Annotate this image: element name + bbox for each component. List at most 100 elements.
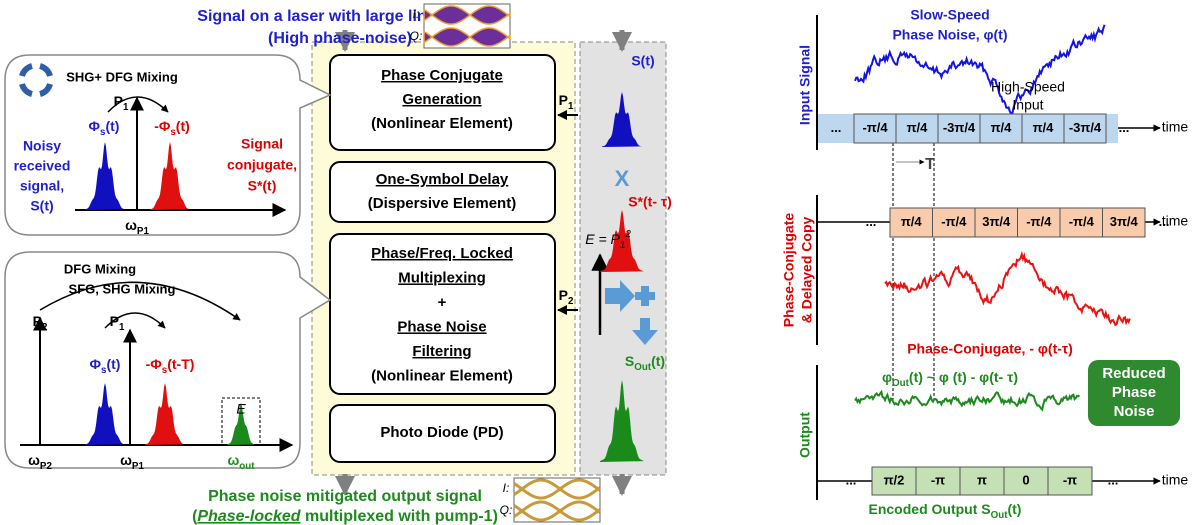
label-part: Phase-locked — [197, 508, 301, 525]
label-part: (t) — [1007, 501, 1021, 517]
encoded-label: Encoded Output SOut(t) — [869, 501, 1022, 521]
label-part: S — [625, 353, 634, 369]
label-part: 1 — [123, 102, 129, 113]
block-text: Phase/Freq. Locked — [371, 245, 513, 262]
block-text: (Nonlinear Element) — [371, 367, 513, 384]
symbol-label: 3π/4 — [1110, 214, 1139, 229]
symbol-label: 0 — [1022, 472, 1029, 487]
symbol-label: -3π/4 — [1069, 120, 1102, 135]
mixing-label: SFG, SHG Mixing — [69, 281, 176, 296]
label-part: 1 — [568, 101, 574, 112]
badge-text: Phase — [1112, 384, 1156, 401]
eye-label: I: — [413, 7, 420, 21]
symbol-label: ... — [846, 472, 857, 487]
process-label: S*(t- τ) — [628, 194, 672, 210]
label-part: ω — [28, 452, 40, 468]
eye-label: Q: — [500, 503, 513, 517]
axis-label: Phase-Conjugate — [781, 213, 797, 328]
time-label: time — [1162, 472, 1189, 488]
speed-label: Input — [1012, 97, 1043, 113]
symbol-label: ... — [1119, 120, 1130, 135]
label-part: P2 — [40, 461, 53, 472]
badge-text: Reduced — [1102, 365, 1165, 382]
block-text: (Dispersive Element) — [368, 195, 516, 212]
e-label: E — [236, 401, 246, 417]
label-part: multiplexed with pump-1) — [301, 508, 498, 525]
label-part: 1 — [620, 240, 625, 251]
label-part: Φ — [90, 356, 102, 372]
label-part: Φ — [89, 118, 101, 134]
symbol-label: -π — [1063, 472, 1077, 487]
formula: φOut(t) ~ φ (t) - φ(t- τ) — [882, 369, 1018, 389]
label-part: ω — [120, 452, 132, 468]
label-part: P1 — [137, 226, 150, 237]
label-part: P — [114, 93, 123, 109]
label-part: (t) — [651, 353, 665, 369]
label-part: E = P — [585, 231, 620, 247]
period-label: T — [925, 156, 935, 173]
label-part: 1 — [119, 322, 125, 333]
label-part: P — [559, 92, 568, 108]
signal-text: received — [14, 158, 71, 174]
axis-label: Input Signal — [797, 45, 813, 125]
label-part: Out — [634, 362, 652, 373]
badge-text: Noise — [1114, 403, 1155, 420]
label-part: -Φ — [154, 118, 171, 134]
conjugate-text: S*(t) — [248, 178, 277, 194]
block-text: Generation — [402, 91, 481, 108]
label-part: (t-T) — [167, 356, 194, 372]
symbol-label: π/2 — [884, 472, 905, 487]
block-text: Multiplexing — [398, 269, 486, 286]
label-part: 2 — [568, 296, 574, 307]
axis-label: & Delayed Copy — [799, 216, 815, 323]
label-part: P — [110, 313, 119, 329]
symbol-label: π/4 — [901, 214, 923, 229]
speed-label: High-Speed — [991, 79, 1065, 95]
label-part: Out — [892, 378, 910, 389]
symbol-label: π/4 — [991, 120, 1013, 135]
label-part: P — [33, 313, 42, 329]
diagram: Signal on a laser with large line-width(… — [0, 0, 1192, 525]
block-text: Filtering — [412, 343, 471, 360]
header-title: (High phase-noise) — [268, 30, 412, 47]
conjugate-text: conjugate, — [227, 157, 297, 173]
noise-label: Phase Noise, φ(t) — [892, 27, 1007, 43]
label-part: (t) ~ φ (t) - φ(t- τ) — [909, 369, 1018, 385]
symbol-label: π/4 — [907, 120, 929, 135]
symbol-label: ... — [1108, 472, 1119, 487]
time-label: time — [1162, 119, 1189, 135]
symbol-label: -π/4 — [1026, 214, 1052, 229]
symbol-label: -π/4 — [1069, 214, 1095, 229]
eye-label: Q: — [410, 29, 423, 43]
symbol-label: -π — [931, 472, 945, 487]
symbol-label: π/4 — [1033, 120, 1055, 135]
label-part: Out — [991, 510, 1009, 521]
label-part: ω — [227, 452, 239, 468]
label-part: P1 — [132, 461, 145, 472]
block-text: One-Symbol Delay — [376, 171, 509, 188]
label-part: -Φ — [146, 356, 163, 372]
time-label: time — [1162, 213, 1189, 229]
noise-label: Slow-Speed — [910, 7, 989, 23]
signal-text: signal, — [20, 178, 64, 194]
block-text: Phase Noise — [397, 318, 486, 335]
label-part: (t) — [105, 118, 119, 134]
block-text: + — [438, 294, 447, 311]
symbol-label: -π/4 — [941, 214, 967, 229]
label-part: Encoded Output S — [869, 501, 991, 517]
label-part: 2 — [42, 322, 48, 333]
label-part: (t) — [176, 118, 190, 134]
symbol-label: 3π/4 — [982, 214, 1011, 229]
noise-trace — [855, 392, 1079, 410]
symbol-label: ... — [866, 214, 877, 229]
mixing-label: DFG Mixing — [64, 261, 136, 276]
signal-text: Noisy — [23, 138, 61, 154]
label-part: P — [559, 287, 568, 303]
symbol-label: -π/4 — [862, 120, 888, 135]
mixing-label: SHG+ DFG Mixing — [66, 69, 178, 84]
noise-trace — [885, 254, 1130, 325]
noise-label: Phase-Conjugate, - φ(t-τ) — [907, 341, 1073, 357]
footer-text: (Phase-locked multiplexed with pump-1) — [192, 508, 498, 525]
block-text: Photo Diode (PD) — [380, 424, 503, 441]
label-part: (t) — [106, 356, 120, 372]
